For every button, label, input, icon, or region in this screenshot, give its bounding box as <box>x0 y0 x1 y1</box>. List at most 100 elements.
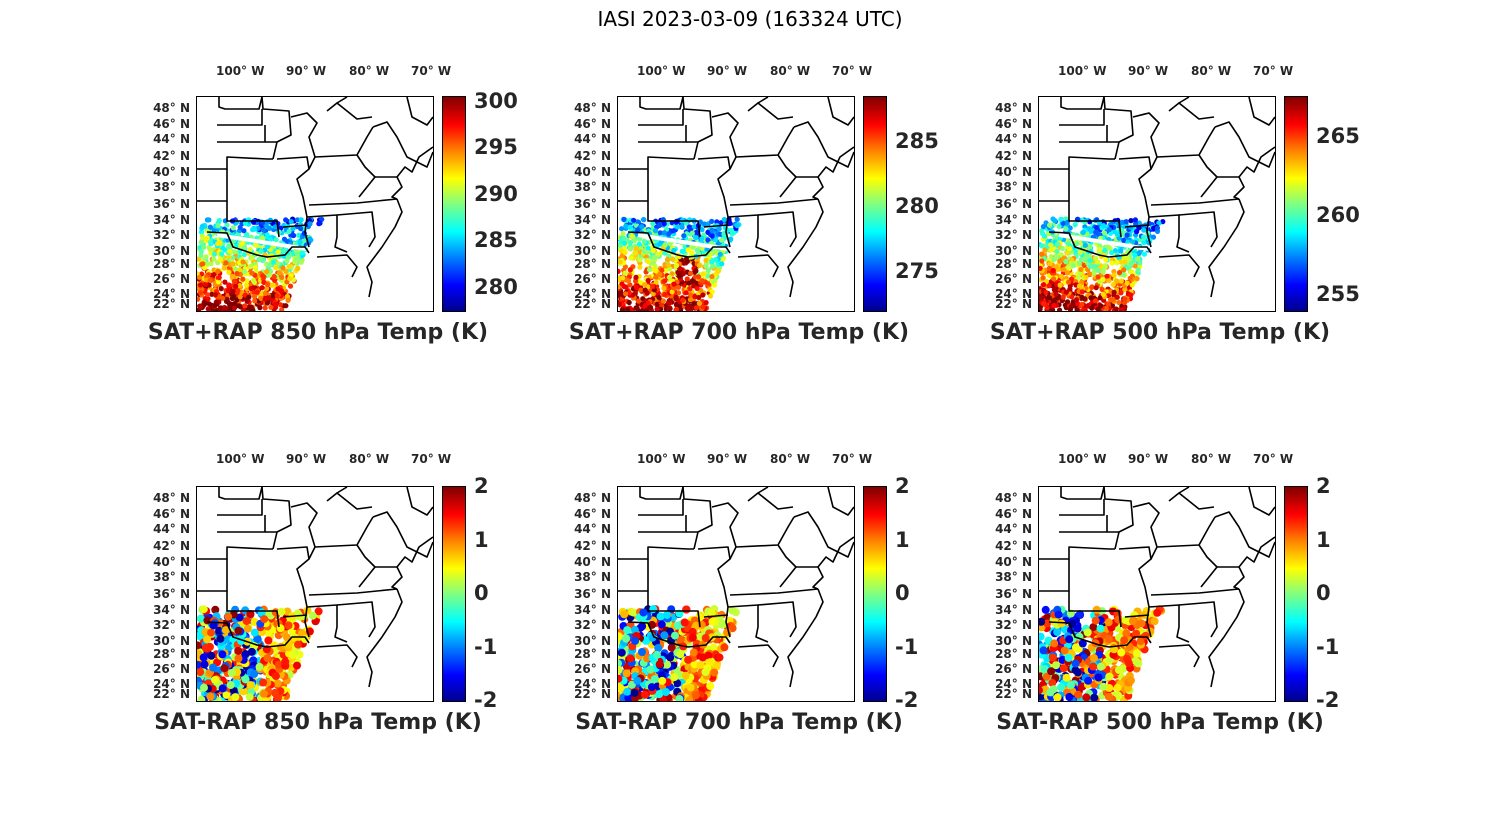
map-panel: 100° W 90° W 80° W 70° W 48° N 46° N 44° N 42° … <box>153 452 616 766</box>
data-point <box>1114 665 1123 674</box>
latitude-tick-label: 48° N <box>153 491 190 505</box>
data-point <box>623 626 632 635</box>
longitude-labels: 100° W 90° W 80° W 70° W <box>617 64 937 86</box>
data-point <box>307 236 313 242</box>
map-plot-area <box>196 486 434 702</box>
longitude-tick-label: 90° W <box>1128 64 1169 78</box>
data-point <box>620 610 629 619</box>
data-point <box>1137 619 1146 628</box>
data-point <box>224 612 233 621</box>
colorbar-tick-label: -1 <box>895 634 919 659</box>
data-point <box>1079 294 1085 300</box>
data-point <box>1039 617 1046 626</box>
colorbar-tick-label: 280 <box>895 194 939 219</box>
data-point <box>709 227 715 233</box>
latitude-tick-label: 48° N <box>574 491 611 505</box>
data-point <box>241 675 250 684</box>
data-point <box>701 221 707 227</box>
data-point <box>221 626 230 635</box>
boundary-line <box>406 487 433 516</box>
latitude-tick-label: 34° N <box>153 603 190 617</box>
boundary-line <box>290 112 318 170</box>
data-point <box>715 653 724 662</box>
data-point <box>226 269 232 275</box>
latitude-tick-label: 44° N <box>153 522 190 536</box>
data-point <box>197 631 204 640</box>
latitude-tick-label: 42° N <box>574 539 611 553</box>
data-point <box>648 633 657 642</box>
data-point <box>618 674 623 683</box>
latitude-tick-label: 24° N <box>153 287 190 301</box>
data-point <box>224 297 230 304</box>
data-point <box>703 664 712 673</box>
boundary-line <box>737 644 779 668</box>
data-point <box>1135 267 1141 273</box>
data-point <box>665 300 672 306</box>
boundary-line <box>326 492 373 510</box>
data-point <box>1041 605 1050 614</box>
data-point <box>1090 693 1099 701</box>
data-point <box>227 669 236 677</box>
data-point <box>1093 229 1099 235</box>
panel-title: SAT-RAP 700 hPa Temp (K) <box>575 710 903 735</box>
boundary-line <box>618 559 649 592</box>
data-point <box>712 248 718 254</box>
data-point <box>703 300 709 306</box>
data-point <box>207 224 213 230</box>
data-point <box>234 626 243 635</box>
data-point <box>638 622 647 631</box>
panel-title: SAT+RAP 500 hPa Temp (K) <box>989 320 1331 345</box>
data-point <box>681 233 687 239</box>
data-point <box>250 669 259 678</box>
boundary-line <box>336 97 348 104</box>
latitude-tick-label: 36° N <box>995 197 1032 211</box>
longitude-tick-label: 80° W <box>770 64 811 78</box>
boundary-line <box>396 146 433 178</box>
colorbar-tick-label: 1 <box>1316 527 1331 552</box>
boundary-line <box>1238 536 1275 568</box>
data-point <box>1100 269 1106 275</box>
data-point <box>650 291 656 297</box>
data-point <box>201 644 210 652</box>
latitude-tick-label: 40° N <box>574 555 611 569</box>
data-point <box>1070 263 1077 269</box>
data-point <box>197 274 202 280</box>
data-point <box>669 271 675 277</box>
data-point <box>1050 267 1056 274</box>
data-point <box>1118 307 1125 311</box>
boundary-line <box>306 604 348 643</box>
boundary-line <box>1132 112 1160 170</box>
boundary-line <box>1039 559 1070 592</box>
map-svg <box>1039 97 1275 311</box>
boundary-line <box>282 614 308 618</box>
data-point <box>1137 260 1143 266</box>
data-point <box>666 653 675 662</box>
colorbar-tick-label: -1 <box>474 634 498 659</box>
boundary-line <box>1150 198 1240 206</box>
data-point <box>673 302 680 308</box>
boundary-line <box>1214 511 1275 558</box>
data-point <box>267 236 273 242</box>
data-point <box>1078 639 1087 648</box>
data-point <box>1087 243 1093 250</box>
data-point <box>203 635 212 644</box>
boundary-line <box>261 487 292 533</box>
boundary-line <box>711 502 739 560</box>
data-point <box>251 293 258 300</box>
data-point <box>1104 618 1113 627</box>
boundary-line <box>757 211 797 248</box>
data-point <box>1103 305 1109 311</box>
data-point <box>687 286 693 292</box>
latitude-tick-label: 26° N <box>574 272 611 286</box>
colorbar-tick-label: 0 <box>895 581 910 605</box>
data-point <box>251 226 258 232</box>
data-point <box>1089 284 1095 290</box>
data-point <box>217 256 223 263</box>
data-point <box>696 294 702 301</box>
data-point <box>708 617 717 626</box>
data-point <box>314 607 323 616</box>
data-point <box>701 634 710 642</box>
data-point <box>218 286 224 292</box>
latitude-tick-label: 30° N <box>574 634 611 648</box>
data-point <box>658 676 667 685</box>
